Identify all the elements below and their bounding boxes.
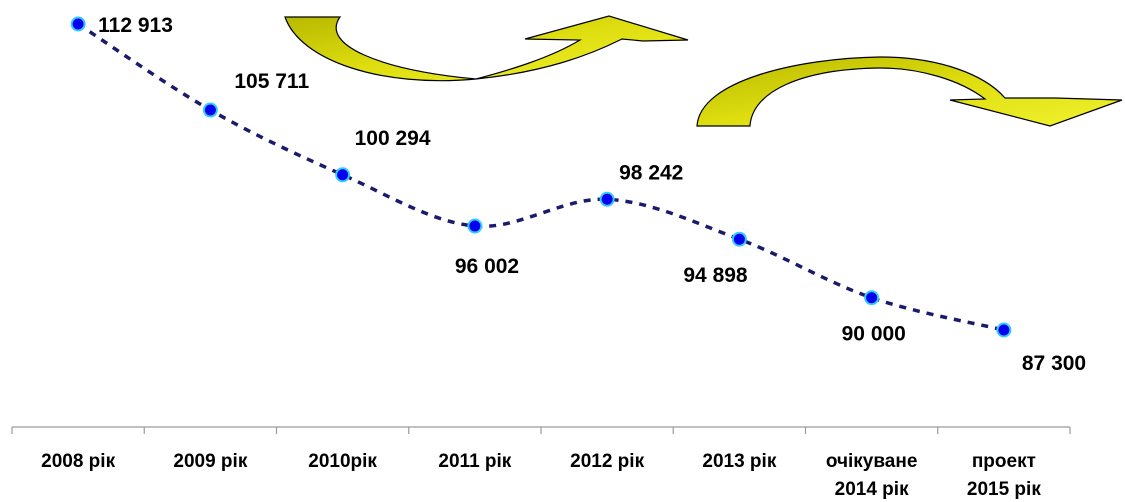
series-line bbox=[77, 22, 1005, 332]
x-axis-ticks bbox=[11, 427, 1071, 434]
x-tick-label: 2009 рік bbox=[173, 451, 247, 472]
data-labels: 112 913 105 711 100 294 96 002 98 242 94 898 9… bbox=[98, 14, 1086, 375]
x-tick-label: 2014 рік bbox=[835, 479, 909, 500]
x-tick-label: 2013 рік bbox=[702, 451, 776, 472]
x-tick-label: 2011 рік bbox=[438, 451, 511, 472]
data-point bbox=[731, 231, 747, 247]
data-label: 90 000 bbox=[842, 323, 906, 346]
data-label: 105 711 bbox=[234, 70, 309, 93]
data-point bbox=[202, 102, 218, 118]
data-point bbox=[599, 191, 615, 207]
data-point bbox=[335, 167, 351, 183]
x-tick-label: 2010рік bbox=[308, 451, 377, 472]
x-tick-label: 2012 рік bbox=[570, 451, 644, 472]
curved-arrow-up-icon bbox=[284, 15, 689, 82]
data-label: 98 242 bbox=[619, 161, 683, 184]
x-tick-label: 2008 рік bbox=[41, 451, 115, 472]
x-tick-labels: 2008 рік 2009 рік 2010рік 2011 рік 2012 рік 2… bbox=[41, 451, 1041, 500]
decorative-arrows bbox=[284, 15, 1123, 127]
data-point bbox=[996, 322, 1012, 338]
data-label: 94 898 bbox=[683, 264, 748, 287]
data-point bbox=[864, 290, 880, 306]
x-tick-label: очікуване bbox=[826, 451, 918, 472]
x-tick-label: 2015 рік bbox=[967, 479, 1041, 500]
data-markers bbox=[70, 16, 1012, 338]
x-tick-label: проект bbox=[972, 451, 1036, 472]
curved-arrow-down-icon bbox=[696, 56, 1123, 127]
data-point bbox=[70, 16, 86, 32]
data-point bbox=[467, 218, 483, 234]
data-label: 100 294 bbox=[355, 127, 431, 150]
data-label: 87 300 bbox=[1022, 352, 1086, 375]
data-label: 96 002 bbox=[455, 255, 519, 278]
data-label: 112 913 bbox=[98, 14, 173, 37]
